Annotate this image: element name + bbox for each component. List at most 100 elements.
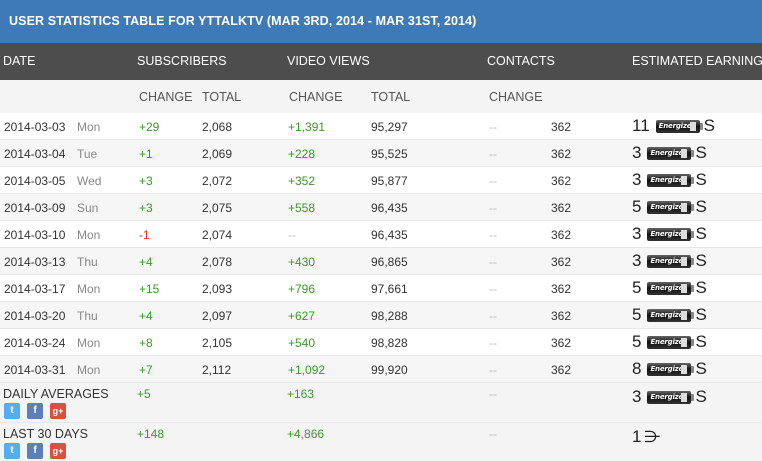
row-day: Thu [77,309,98,323]
row-earnings: 11 Energizer S [632,116,715,135]
last-30-days-sub-change: +148 [137,427,165,441]
row-vv-total: 95,877 [371,174,408,188]
row-earnings: 5 Energizer S [632,278,707,297]
row-day: Mon [77,336,101,350]
twitter-icon[interactable]: t [4,443,20,459]
row-day: Mon [77,363,101,377]
row-ct-total: 362 [551,282,572,296]
row-date: 2014-03-17 [4,282,66,296]
row-vv-total: 99,920 [371,363,408,377]
row-ct-change: -- [489,201,497,215]
row-date: 2014-03-04 [4,147,66,161]
row-day: Sun [77,201,99,215]
row-date: 2014-03-31 [4,363,66,377]
row-day: Mon [77,228,101,242]
subheader-sub-change: CHANGE [139,90,193,104]
row-ct-change: -- [489,174,497,188]
row-vv-total: 95,525 [371,147,408,161]
row-sub-change: +4 [139,309,153,323]
table-row: 2014-03-20 Thu +4 2,097 +627 98,288 -- 3… [0,302,762,329]
row-ct-total: 362 [551,120,572,134]
row-sub-total: 2,074 [202,228,233,242]
row-ct-change: -- [489,309,497,323]
row-ct-total: 362 [551,363,572,377]
row-vv-total: 96,865 [371,255,408,269]
table-row: 2014-03-31 Mon +7 2,112 +1,092 99,920 --… [0,356,762,383]
row-sub-total: 2,093 [202,282,233,296]
row-earnings: 5 Energizer S [632,332,707,351]
row-vv-change: +1,092 [288,363,326,377]
page-title: USER STATISTICS TABLE FOR YTTALKTV (MAR … [0,0,762,43]
row-ct-change: -- [489,363,497,377]
row-ct-total: 362 [551,228,572,242]
subheader-ct-change: CHANGE [489,90,543,104]
table-row: 2014-03-24 Mon +8 2,105 +540 98,828 -- 3… [0,329,762,356]
row-sub-total: 2,097 [202,309,233,323]
daily-averages-label: DAILY AVERAGES [3,387,109,401]
row-earnings: 3 Energizer S [632,143,707,162]
row-vv-change: +228 [288,147,316,161]
last-30-days-earnings: 1 ⋺ [632,427,661,446]
row-vv-total: 95,297 [371,120,408,134]
arrow-icon: ⋺ [644,429,661,446]
table-row: 2014-03-17 Mon +15 2,093 +796 97,661 -- … [0,275,762,302]
row-vv-change: +1,391 [288,120,326,134]
row-earnings: 8 Energizer S [632,359,707,378]
row-sub-total: 2,069 [202,147,233,161]
facebook-icon[interactable]: f [27,443,43,459]
row-date: 2014-03-09 [4,201,66,215]
row-vv-total: 98,288 [371,309,408,323]
row-sub-change: +1 [139,147,153,161]
share-buttons: t f g+ [4,443,66,459]
subheader-vv-total: TOTAL [371,90,411,104]
table-row: 2014-03-05 Wed +3 2,072 +352 95,877 -- 3… [0,167,762,194]
battery-icon: Energizer [647,390,695,404]
header-subscribers: SUBSCRIBERS [137,54,227,68]
table-header: DATE SUBSCRIBERS VIDEO VIEWS CONTACTS ES… [0,43,762,80]
facebook-icon[interactable]: f [27,403,43,419]
table-row: 2014-03-13 Thu +4 2,078 +430 96,865 -- 3… [0,248,762,275]
row-date: 2014-03-20 [4,309,66,323]
header-date: DATE [3,54,36,68]
row-vv-change: -- [288,228,296,242]
row-ct-change: -- [489,255,497,269]
last-30-days-row: LAST 30 DAYS +148 +4,866 -- 1 ⋺ t f g+ [0,423,762,461]
table-row: 2014-03-09 Sun +3 2,075 +558 96,435 -- 3… [0,194,762,221]
row-vv-change: +352 [288,174,316,188]
row-sub-change: +3 [139,174,153,188]
row-vv-total: 96,435 [371,228,408,242]
row-vv-change: +430 [288,255,316,269]
battery-icon: Energizer [647,227,695,241]
last-30-days-label: LAST 30 DAYS [3,427,88,441]
row-ct-total: 362 [551,255,572,269]
battery-icon: Energizer [647,308,695,322]
row-sub-total: 2,068 [202,120,233,134]
row-vv-change: +540 [288,336,316,350]
daily-averages-vv-change: +163 [287,387,315,401]
twitter-icon[interactable]: t [4,403,20,419]
battery-icon: Energizer [655,119,703,133]
battery-icon: Energizer [647,362,695,376]
google-plus-icon[interactable]: g+ [50,443,66,459]
subheader-sub-total: TOTAL [202,90,242,104]
battery-icon: Energizer [647,254,695,268]
row-ct-change: -- [489,282,497,296]
row-vv-total: 97,661 [371,282,408,296]
table-row: 2014-03-10 Mon -1 2,074 -- 96,435 -- 362… [0,221,762,248]
row-vv-change: +796 [288,282,316,296]
battery-icon: Energizer [647,281,695,295]
row-date: 2014-03-10 [4,228,66,242]
row-ct-total: 362 [551,201,572,215]
row-date: 2014-03-13 [4,255,66,269]
row-date: 2014-03-03 [4,120,66,134]
table-body: 2014-03-03 Mon +29 2,068 +1,391 95,297 -… [0,113,762,383]
row-date: 2014-03-24 [4,336,66,350]
row-day: Wed [77,174,102,188]
row-vv-change: +558 [288,201,316,215]
row-sub-total: 2,072 [202,174,233,188]
google-plus-icon[interactable]: g+ [50,403,66,419]
row-sub-change: +7 [139,363,153,377]
subheader-vv-change: CHANGE [289,90,343,104]
row-vv-total: 98,828 [371,336,408,350]
row-vv-total: 96,435 [371,201,408,215]
